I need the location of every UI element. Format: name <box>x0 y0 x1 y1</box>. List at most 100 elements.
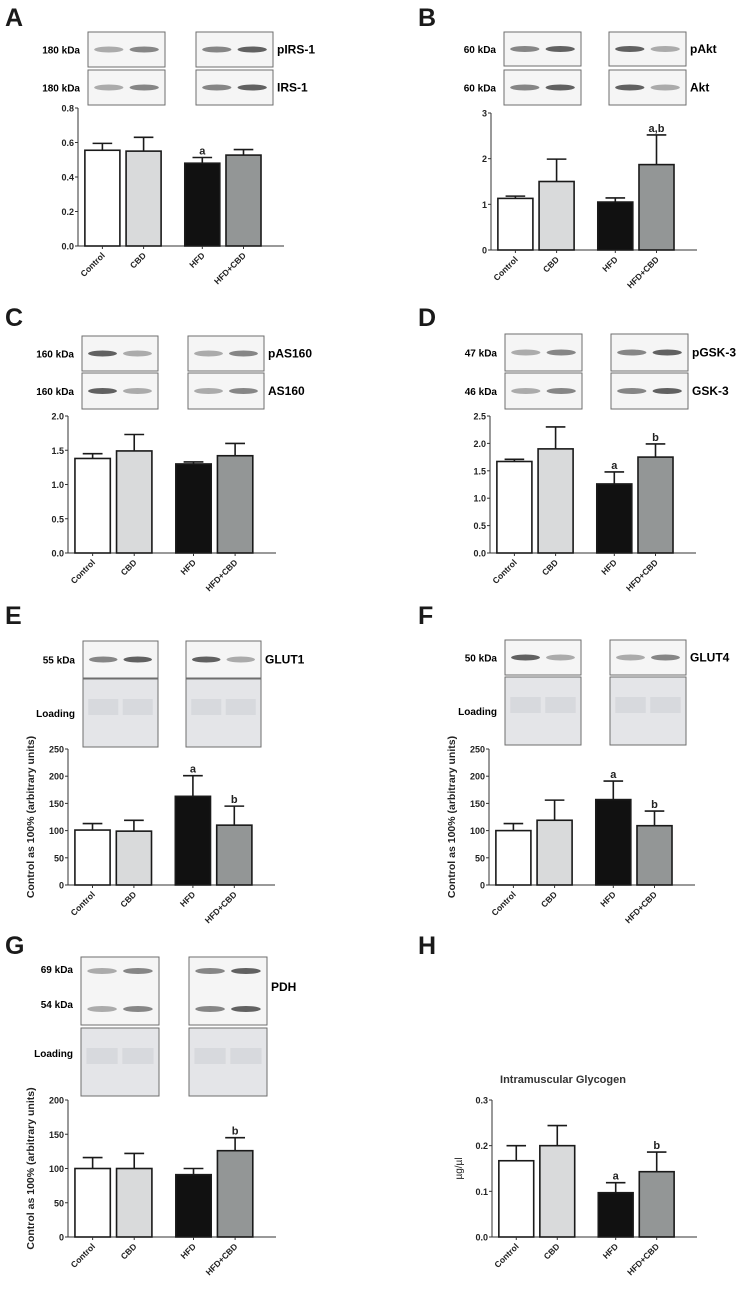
panel-letter-c: C <box>5 304 24 332</box>
y-tick-label: 100 <box>49 826 64 836</box>
y-tick-label: 0.0 <box>51 549 64 559</box>
bar-control <box>497 197 534 251</box>
chart-title: Intramuscular Glycogen <box>500 1074 626 1086</box>
y-tick-label: 100 <box>49 1164 64 1174</box>
y-tick-label: 50 <box>54 1198 64 1208</box>
molecular-weight-label: 55 kDa <box>43 656 76 667</box>
x-tick-label: Control <box>489 889 517 917</box>
x-tick-label: CBD <box>119 1241 139 1261</box>
loading-label: Loading <box>458 707 497 718</box>
blot-band <box>229 350 258 357</box>
loading-label: Loading <box>36 709 75 720</box>
blot-band <box>617 349 647 356</box>
blot-band <box>192 656 221 663</box>
chart-panel-f: 50 kDa GLUT4 Loading 0 50 100 150 200 250 Control… <box>446 639 730 925</box>
bar-control <box>84 149 121 247</box>
significance-annotation: a <box>190 764 197 776</box>
blot-band <box>88 350 117 357</box>
y-tick-label: 250 <box>49 745 64 755</box>
x-tick-label: HFD <box>601 1241 620 1260</box>
y-axis-label: µg/µl <box>454 1157 465 1179</box>
significance-annotation: a <box>613 1171 620 1183</box>
bar-cbd <box>536 819 573 886</box>
bar-cbd <box>539 1144 576 1238</box>
bar-hfd <box>175 1173 212 1238</box>
loading-smear <box>230 1048 262 1064</box>
x-tick-label: HFD <box>599 557 618 576</box>
x-tick-label: CBD <box>119 557 139 577</box>
x-tick-label: HFD <box>178 557 197 576</box>
y-axis-label: Control as 100% (arbitrary units) <box>446 736 458 898</box>
blot-band <box>94 84 124 91</box>
panel-letter-b: B <box>418 4 437 32</box>
significance-annotation: a <box>611 460 618 472</box>
panel-letter-d: D <box>418 304 437 332</box>
y-axis-label: Control as 100% (arbitrary units) <box>25 1087 37 1249</box>
bar-hfd <box>175 463 212 554</box>
protein-label: IRS-1 <box>277 81 308 95</box>
molecular-weight-label: 54 kDa <box>41 1000 74 1011</box>
panel-letter-h: H <box>418 932 437 960</box>
panel-letter-e: E <box>5 602 22 630</box>
loading-smear <box>86 1048 118 1064</box>
y-tick-label: 0.4 <box>61 173 74 183</box>
loading-smear <box>122 699 153 715</box>
molecular-weight-label: 46 kDa <box>465 387 498 398</box>
x-tick-label: HFD <box>178 1241 197 1260</box>
blot-band <box>511 349 541 356</box>
x-tick-label: Control <box>490 557 518 585</box>
bar-hfd-cbd <box>638 163 675 251</box>
significance-annotation: b <box>651 799 658 811</box>
bar-hfd-cbd <box>216 1149 254 1238</box>
protein-label: pGSK-3 <box>692 346 736 360</box>
y-tick-label: 200 <box>49 772 64 782</box>
loading-smear <box>615 697 646 713</box>
y-tick-label: 0.1 <box>475 1187 488 1197</box>
panel-letter-g: G <box>5 932 25 960</box>
loading-smear <box>88 699 119 715</box>
molecular-weight-label: 180 kDa <box>42 84 80 95</box>
x-tick-label: HFD <box>600 254 619 273</box>
significance-annotation: a <box>199 146 206 158</box>
blot-band <box>194 388 223 394</box>
protein-label: pAkt <box>690 42 717 56</box>
bar-hfd <box>594 798 632 886</box>
y-tick-label: 3 <box>482 109 487 119</box>
x-tick-label: HFD+CBD <box>204 557 240 593</box>
bar-control <box>74 829 111 886</box>
y-tick-label: 0.8 <box>61 104 74 114</box>
bar-cbd <box>115 1167 153 1238</box>
protein-label: Akt <box>690 81 709 95</box>
chart-panel-b: 60 kDa pAkt 60 kDa Akt 0 1 2 3 Control CBD HFD a,b H… <box>464 31 717 290</box>
bar-hfd-cbd <box>636 824 673 886</box>
blot-band <box>88 388 117 394</box>
chart-panel-e: 55 kDa GLUT1 Loading 0 50 100 150 200 250 Control… <box>25 640 305 925</box>
y-tick-label: 50 <box>54 853 64 863</box>
molecular-weight-label: 50 kDa <box>465 654 498 665</box>
blot-band <box>510 46 540 52</box>
x-tick-label: CBD <box>542 1241 562 1261</box>
y-tick-label: 100 <box>470 826 485 836</box>
x-tick-label: Control <box>69 1241 97 1269</box>
molecular-weight-label: 47 kDa <box>465 349 498 360</box>
panel-letter-a: A <box>5 4 24 32</box>
blot-band <box>617 388 647 394</box>
x-tick-label: Control <box>68 889 96 917</box>
blot-band <box>229 388 258 394</box>
y-tick-label: 0.2 <box>475 1141 488 1151</box>
molecular-weight-label: 69 kDa <box>41 965 74 976</box>
western-blot-image <box>609 639 687 676</box>
molecular-weight-label: 60 kDa <box>464 84 497 95</box>
y-tick-label: 50 <box>475 853 485 863</box>
blot-band <box>194 350 223 357</box>
western-blot-image <box>188 956 268 1026</box>
y-tick-label: 0.6 <box>61 138 74 148</box>
x-tick-label: HFD+CBD <box>625 254 661 290</box>
x-tick-label: HFD+CBD <box>203 889 239 925</box>
y-tick-label: 200 <box>470 772 485 782</box>
y-tick-label: 0 <box>480 881 485 891</box>
panel-letter-f: F <box>418 602 434 630</box>
molecular-weight-label: 160 kDa <box>36 387 74 398</box>
x-tick-label: HFD <box>187 250 206 269</box>
y-tick-label: 1.0 <box>473 494 486 504</box>
